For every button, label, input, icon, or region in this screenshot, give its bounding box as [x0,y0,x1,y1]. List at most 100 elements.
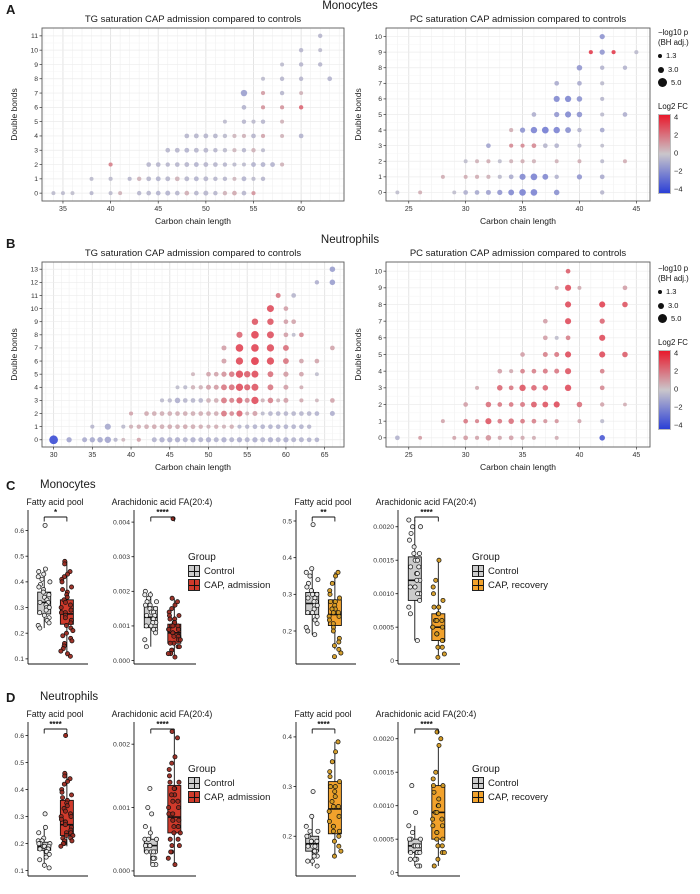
boxplot-key-icon [188,791,200,803]
size-legend-entry: 3.0 [658,301,700,310]
svg-text:*: * [54,508,58,517]
svg-text:0.1: 0.1 [15,656,25,663]
svg-text:2: 2 [34,162,38,169]
svg-text:11: 11 [31,33,38,40]
boxplot-d-fatty-acid-pool-recovery: Fatty acid pool 0.2 0.3 0.4 **** [276,709,356,882]
svg-text:Arachidonic acid FA(20:4): Arachidonic acid FA(20:4) [112,497,213,507]
boxplot-c-arachidonic-admission: Arachidonic acid FA(20:4) 0.000 0.001 0.002… [100,497,213,670]
svg-text:Fatty acid pool: Fatty acid pool [26,497,83,507]
svg-text:4: 4 [34,133,38,140]
panel-c-title: Monocytes [40,479,96,491]
svg-text:0.002: 0.002 [113,741,130,748]
svg-text:1: 1 [34,424,38,431]
svg-text:0.0015: 0.0015 [373,558,394,565]
svg-text:****: **** [156,508,169,517]
svg-text:4: 4 [378,368,382,375]
svg-text:45: 45 [632,206,640,213]
svg-text:45: 45 [632,452,640,459]
svg-text:30: 30 [462,206,470,213]
svg-text:0: 0 [34,190,38,197]
svg-text:2: 2 [378,402,382,409]
color-legend-a: Log2 FC 4 2 0 −2 −4 [658,102,700,195]
boxplot-key-icon [188,777,200,789]
size-legend-a: −log10 p (BH adj.) 1.3 3.0 5.0 [658,28,700,88]
svg-text:1: 1 [34,176,38,183]
svg-text:TG saturation CAP admission co: TG saturation CAP admission compared to … [85,248,302,259]
svg-text:Carbon chain length: Carbon chain length [480,216,556,226]
legend-entry-control: Control [188,565,270,577]
svg-text:10: 10 [30,306,38,313]
legend-entry-cap-recovery: CAP, recovery [472,791,548,803]
svg-text:10: 10 [30,47,38,54]
svg-text:0.6: 0.6 [15,733,25,740]
svg-text:PC saturation CAP admission co: PC saturation CAP admission compared to … [410,14,627,25]
svg-text:0.0020: 0.0020 [373,524,394,531]
size-legend-b: −log10 p (BH adj.) 1.3 3.0 5.0 [658,264,700,324]
color-legend-title: Log2 FC [658,101,688,111]
legend-entry-cap-recovery: CAP, recovery [472,579,548,591]
legend-entry-cap-admission: CAP, admission [188,791,270,803]
svg-text:0.2: 0.2 [283,834,293,841]
svg-text:30: 30 [462,452,470,459]
svg-text:12: 12 [30,280,38,287]
svg-text:60: 60 [282,452,290,459]
group-legend-d-recovery: Group Control CAP, recovery [472,764,549,803]
svg-text:0: 0 [34,437,38,444]
panel-a-title: Monocytes [322,0,378,12]
svg-text:0.5: 0.5 [15,760,25,767]
svg-text:0.0005: 0.0005 [373,836,394,843]
svg-text:1: 1 [378,174,382,181]
svg-text:****: **** [156,720,169,729]
svg-text:55: 55 [250,206,258,213]
svg-text:7: 7 [34,90,38,97]
svg-text:0.0020: 0.0020 [373,736,394,743]
svg-text:0: 0 [378,435,382,442]
svg-text:35: 35 [59,206,67,213]
size-dot-large-icon [658,314,667,324]
svg-text:0: 0 [378,190,382,197]
svg-text:8: 8 [378,65,382,72]
svg-text:2: 2 [34,411,38,418]
svg-text:35: 35 [519,452,527,459]
size-legend-title2: (BH adj.) [658,37,689,47]
svg-text:8: 8 [378,302,382,309]
svg-text:0.3: 0.3 [283,784,293,791]
svg-text:25: 25 [405,206,413,213]
svg-text:5: 5 [378,112,382,119]
size-dot-medium-icon [658,302,664,309]
svg-text:0.000: 0.000 [113,658,130,665]
boxplot-key-icon [472,579,484,591]
svg-text:****: **** [420,720,433,729]
svg-text:0.4: 0.4 [283,734,293,741]
panel-d-title: Neutrophils [40,691,99,703]
svg-text:Arachidonic acid FA(20:4): Arachidonic acid FA(20:4) [376,497,477,507]
svg-text:0.5: 0.5 [15,554,25,561]
svg-text:0.0010: 0.0010 [373,591,394,598]
svg-text:0.2: 0.2 [15,841,25,848]
svg-text:0.3: 0.3 [15,605,25,612]
svg-text:0.003: 0.003 [113,554,130,561]
color-gradient-bar [658,350,671,431]
svg-text:25: 25 [405,452,413,459]
svg-text:0.3: 0.3 [15,814,25,821]
svg-text:Arachidonic acid FA(20:4): Arachidonic acid FA(20:4) [112,709,213,719]
svg-text:Double bonds: Double bonds [353,328,363,380]
svg-text:6: 6 [378,335,382,342]
svg-text:****: **** [420,508,433,517]
svg-text:9: 9 [378,285,382,292]
bubble-legend-b: −log10 p (BH adj.) 1.3 3.0 5.0 Log2 FC 4… [658,264,700,431]
svg-text:7: 7 [378,81,382,88]
size-dot-large-icon [658,78,667,88]
svg-text:55: 55 [243,452,251,459]
boxplot-d-arachidonic-admission: Arachidonic acid FA(20:4) 0.000 0.001 0.002… [100,709,212,882]
svg-text:3: 3 [34,148,38,155]
bubble-chart-b-pc: 25 30 35 40 45 0 1 2 3 4 5 6 7 8 9 10 PC saturation CAP … [352,247,655,475]
size-legend-entry: 1.3 [658,287,700,296]
boxplot-d-fatty-acid-pool-admission: Fatty acid pool 0.1 0.2 0.3 0.4 0.5 0.6 **** [8,709,88,882]
svg-text:6: 6 [378,96,382,103]
svg-text:1: 1 [378,418,382,425]
legend-entry-control: Control [472,565,548,577]
boxplot-key-icon [188,579,200,591]
panel-a-label: A [6,2,16,17]
